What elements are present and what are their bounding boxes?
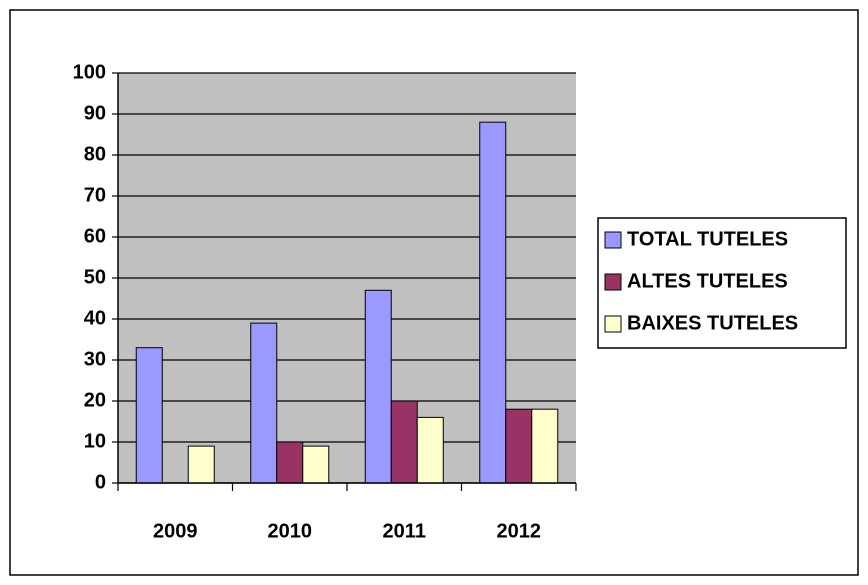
bar — [187, 445, 215, 484]
legend-swatch — [604, 231, 622, 249]
bar — [364, 289, 392, 484]
bar — [479, 121, 507, 484]
y-tick-label: 40 — [84, 307, 106, 329]
bar — [505, 408, 533, 484]
y-tick-label: 80 — [84, 143, 106, 165]
bar — [416, 416, 444, 484]
legend-swatch — [604, 315, 622, 333]
y-tick-label: 50 — [84, 266, 106, 288]
y-tick-label: 30 — [84, 348, 106, 370]
bar — [276, 441, 304, 484]
x-tick-label: 2011 — [383, 520, 426, 542]
bar — [302, 445, 330, 484]
bar — [531, 408, 559, 484]
x-tick-label: 2009 — [153, 520, 198, 542]
y-tick-label: 10 — [84, 430, 106, 452]
legend-label: BAIXES TUTELES — [627, 312, 798, 334]
legend-label: ALTES TUTELES — [627, 270, 788, 292]
bar — [135, 347, 163, 484]
y-tick-label: 100 — [73, 61, 106, 83]
x-tick-label: 2010 — [268, 520, 313, 542]
x-tick-label: 2012 — [497, 520, 542, 542]
legend-label: TOTAL TUTELES — [627, 228, 788, 250]
y-tick-label: 90 — [84, 102, 106, 124]
bar — [250, 322, 278, 484]
y-tick-label: 0 — [95, 471, 106, 493]
legend-box — [597, 217, 847, 349]
bar — [390, 400, 418, 484]
y-tick-label: 70 — [84, 184, 106, 206]
y-tick-label: 60 — [84, 225, 106, 247]
y-tick-label: 20 — [84, 389, 106, 411]
legend-swatch — [604, 273, 622, 291]
